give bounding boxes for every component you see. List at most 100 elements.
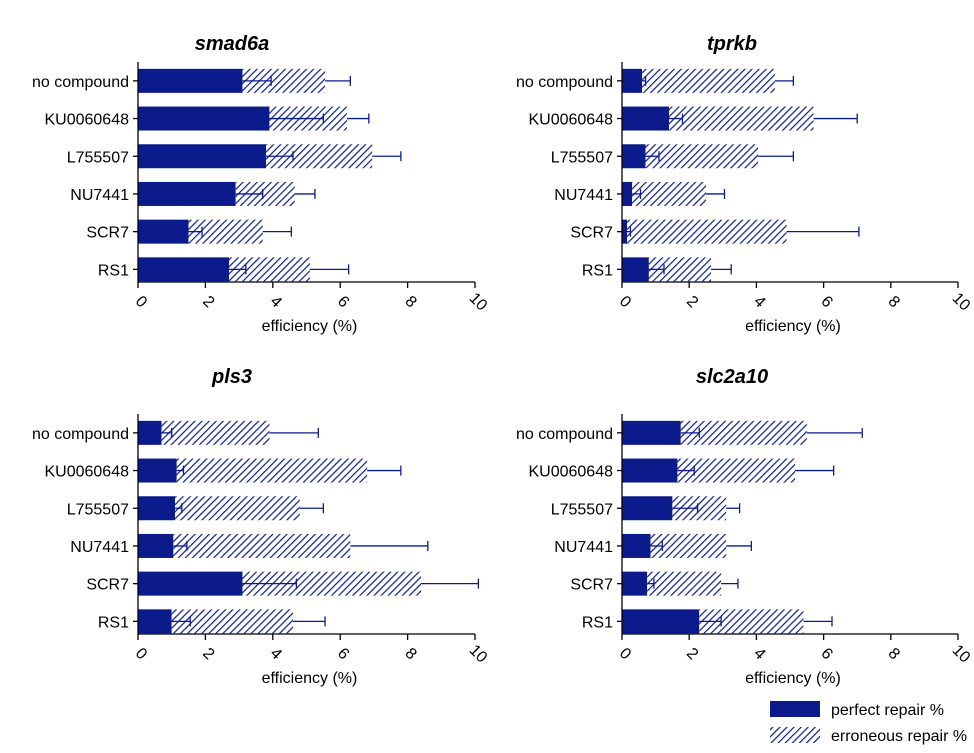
category-label: no compound (32, 426, 129, 443)
bar-perfect-repair (622, 181, 633, 206)
bar-erroneous-repair (175, 496, 300, 521)
x-tick-label: 0 (132, 293, 150, 311)
x-tick-label: 0 (616, 293, 634, 311)
x-tick-label: 10 (466, 290, 491, 315)
category-label: no compound (516, 74, 613, 91)
category-label: L755507 (67, 501, 129, 518)
x-axis-title: efficiency (%) (745, 318, 841, 335)
bar-erroneous-repair (627, 219, 787, 244)
category-label: KU0060648 (528, 464, 613, 481)
x-tick-label: 8 (885, 645, 903, 663)
bar-perfect-repair (622, 458, 678, 483)
bar-perfect-repair (138, 571, 243, 596)
x-tick-label: 4 (750, 645, 768, 663)
bar-erroneous-repair (161, 420, 270, 445)
x-tick-label: 6 (817, 293, 835, 311)
x-tick-label: 4 (750, 293, 768, 311)
x-axis-title: efficiency (%) (262, 318, 358, 335)
bar-perfect-repair (622, 68, 643, 93)
legend-swatch-perfect (770, 701, 820, 717)
category-label: RS1 (582, 614, 613, 631)
x-tick-label: 8 (401, 645, 419, 663)
chart-panel: pls3 no compound KU0060648 L755507 NU7441 SCR… (32, 366, 490, 687)
bar-perfect-repair (622, 106, 670, 131)
panel-title: tprkb (707, 33, 757, 55)
bar-perfect-repair (138, 420, 162, 445)
chart-panel: smad6a no compound KU0060648 L755507 NU7441 S… (32, 33, 490, 335)
x-tick-label: 10 (949, 642, 974, 667)
x-tick-label: 8 (885, 293, 903, 311)
bar-erroneous-repair (677, 458, 796, 483)
x-tick-label: 6 (334, 645, 352, 663)
category-label: L755507 (551, 149, 613, 166)
category-label: KU0060648 (44, 464, 129, 481)
bar-erroneous-repair (650, 533, 727, 558)
category-label: RS1 (98, 614, 129, 631)
panel-title: smad6a (195, 33, 270, 55)
bar-erroneous-repair (645, 144, 759, 169)
x-tick-label: 2 (683, 645, 701, 663)
legend-label: perfect repair % (831, 702, 944, 719)
category-label: KU0060648 (528, 112, 613, 129)
legend-label: erroneous repair % (831, 728, 967, 745)
bar-erroneous-repair (647, 571, 722, 596)
legend-swatch-erroneous (770, 727, 820, 743)
bar-erroneous-repair (176, 458, 368, 483)
bar-perfect-repair (138, 609, 172, 634)
bar-perfect-repair (138, 181, 236, 206)
category-label: SCR7 (86, 577, 129, 594)
bar-perfect-repair (138, 257, 229, 282)
category-label: NU7441 (70, 539, 129, 556)
category-label: no compound (516, 426, 613, 443)
bar-perfect-repair (138, 496, 176, 521)
bar-perfect-repair (138, 106, 270, 131)
x-axis-title: efficiency (%) (262, 670, 358, 687)
chart-panel: tprkb no compound KU0060648 L755507 NU7441 SC… (516, 33, 973, 335)
panel-title: pls3 (211, 366, 252, 388)
x-tick-label: 0 (132, 645, 150, 663)
x-tick-label: 6 (334, 293, 352, 311)
category-label: no compound (32, 74, 129, 91)
bar-erroneous-repair (632, 181, 706, 206)
category-label: L755507 (551, 501, 613, 518)
bar-erroneous-repair (642, 68, 775, 93)
bar-perfect-repair (138, 533, 174, 558)
category-label: NU7441 (554, 187, 613, 204)
category-label: NU7441 (70, 187, 129, 204)
panels: smad6a no compound KU0060648 L755507 NU7441 S… (32, 33, 973, 687)
bar-perfect-repair (622, 420, 681, 445)
x-tick-label: 10 (466, 642, 491, 667)
bar-perfect-repair (622, 609, 700, 634)
x-tick-label: 2 (683, 293, 701, 311)
bar-perfect-repair (622, 571, 648, 596)
category-label: SCR7 (570, 577, 613, 594)
bar-perfect-repair (622, 257, 649, 282)
bar-erroneous-repair (680, 420, 807, 445)
bar-perfect-repair (622, 496, 673, 521)
bar-erroneous-repair (669, 106, 814, 131)
bar-erroneous-repair (171, 609, 294, 634)
bar-perfect-repair (622, 219, 628, 244)
bar-perfect-repair (138, 144, 267, 169)
bar-erroneous-repair (173, 533, 351, 558)
panel-title: slc2a10 (696, 366, 768, 388)
category-label: SCR7 (86, 225, 129, 242)
x-tick-label: 4 (267, 645, 285, 663)
category-label: RS1 (98, 262, 129, 279)
bar-perfect-repair (138, 219, 189, 244)
x-tick-label: 6 (817, 645, 835, 663)
category-label: NU7441 (554, 539, 613, 556)
bar-perfect-repair (138, 68, 243, 93)
category-label: L755507 (67, 149, 129, 166)
bar-perfect-repair (622, 144, 646, 169)
chart-panel: slc2a10 no compound KU0060648 L755507 NU7441… (516, 366, 973, 687)
bar-perfect-repair (138, 458, 177, 483)
x-tick-label: 2 (199, 645, 217, 663)
x-tick-label: 4 (267, 293, 285, 311)
x-tick-label: 0 (616, 645, 634, 663)
x-tick-label: 8 (401, 293, 419, 311)
bar-perfect-repair (622, 533, 651, 558)
x-axis-title: efficiency (%) (745, 670, 841, 687)
category-label: KU0060648 (44, 112, 129, 129)
